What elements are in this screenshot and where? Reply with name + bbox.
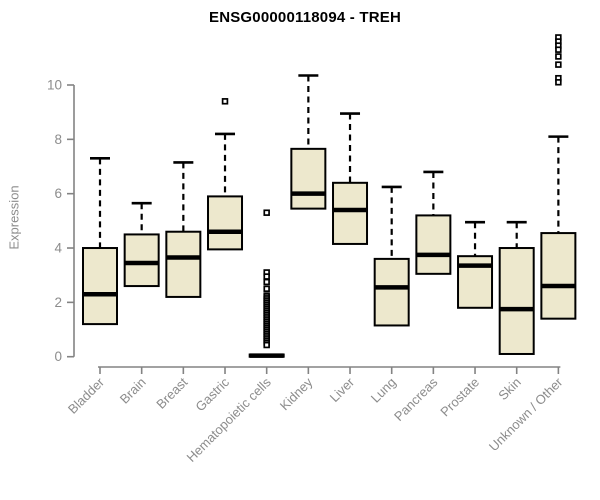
outlier-point-unknown-other — [555, 46, 562, 53]
x-tick-label-skin: Skin — [495, 375, 523, 403]
x-tick-label-breast: Breast — [153, 374, 190, 411]
outlier-point-hematopoietic-cells — [263, 285, 270, 293]
outlier-point-hematopoietic-cells — [263, 209, 270, 216]
outlier-point-hematopoietic-cells — [263, 273, 270, 280]
box-gastric — [207, 195, 244, 251]
box-skin — [498, 247, 535, 355]
x-tick-label-prostate: Prostate — [437, 375, 482, 420]
box-lung — [373, 257, 410, 327]
box-brain — [123, 233, 160, 288]
outlier-point-unknown-other — [555, 53, 562, 60]
y-tick-label: 10 — [47, 78, 62, 93]
box-kidney — [290, 147, 327, 210]
x-tick-label-brain: Brain — [117, 375, 149, 407]
y-tick-label: 8 — [54, 132, 62, 147]
x-tick-label-pancreas: Pancreas — [391, 374, 441, 424]
box-unknown-other — [540, 232, 577, 320]
box-breast — [165, 230, 202, 298]
outlier-point-gastric — [221, 98, 229, 105]
x-tick-label-gastric: Gastric — [192, 374, 232, 414]
box-pancreas — [415, 214, 452, 275]
outlier-point-hematopoietic-cells — [263, 341, 270, 349]
chart-title: ENSG00000118094 - TREH — [208, 9, 401, 26]
x-tick-label-liver: Liver — [327, 374, 358, 405]
box-bladder — [82, 247, 118, 326]
outlier-point-unknown-other — [555, 79, 562, 86]
x-tick-label-kidney: Kidney — [277, 374, 316, 413]
box-liver — [332, 181, 369, 245]
outlier-point-unknown-other — [555, 61, 562, 68]
outlier-point-hematopoietic-cells — [263, 278, 270, 286]
y-tick-label: 4 — [54, 241, 62, 256]
y-tick-label: 2 — [54, 295, 62, 310]
x-tick-label-unknown-other: Unknown / Other — [486, 374, 566, 454]
x-tick-label-lung: Lung — [368, 375, 399, 406]
y-tick-label: 6 — [54, 186, 62, 201]
y-tick-label: 0 — [54, 349, 62, 364]
x-tick-label-bladder: Bladder — [65, 374, 108, 417]
